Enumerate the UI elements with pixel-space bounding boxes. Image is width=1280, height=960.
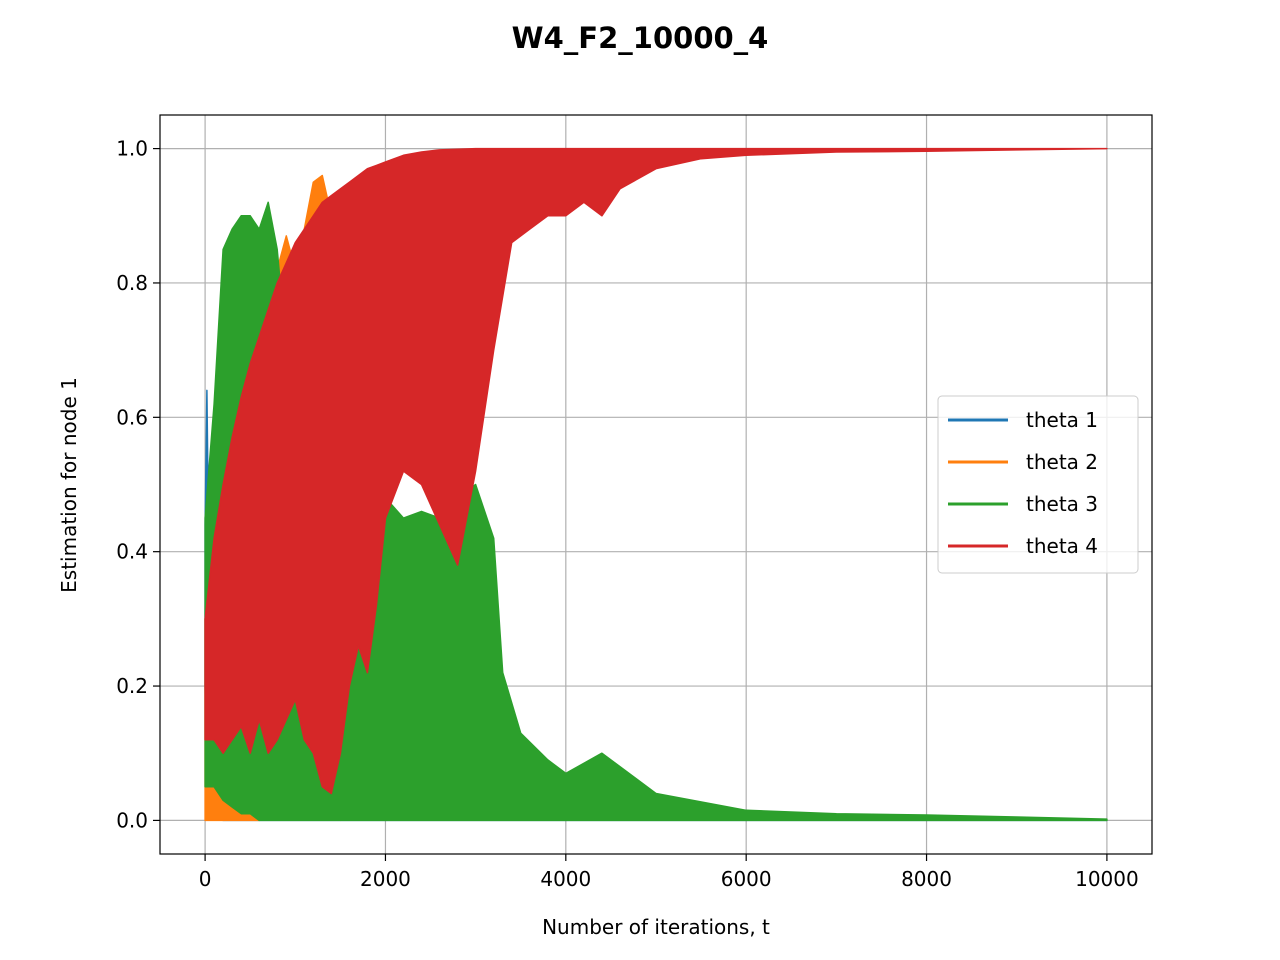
legend-label-4: theta 4 [1026, 534, 1098, 558]
y-tick-label: 0.0 [116, 808, 148, 832]
x-tick-label: 10000 [1075, 867, 1139, 891]
x-axis-label: Number of iterations, t [542, 915, 770, 939]
x-axis: 0 2000 4000 6000 8000 10000 [199, 854, 1139, 891]
x-tick-label: 4000 [540, 867, 591, 891]
legend-frame [937, 395, 1139, 574]
y-tick-label: 0.8 [116, 271, 148, 295]
legend-label-3: theta 3 [1026, 492, 1098, 516]
legend: theta 1 theta 2 theta 3 theta 4 [937, 395, 1139, 574]
x-tick-label: 2000 [360, 867, 411, 891]
legend-label-2: theta 2 [1026, 450, 1098, 474]
y-tick-label: 0.4 [116, 540, 148, 564]
y-axis-label: Estimation for node 1 [57, 377, 81, 593]
y-tick-label: 0.2 [116, 674, 148, 698]
legend-label-1: theta 1 [1026, 408, 1098, 432]
x-tick-label: 6000 [721, 867, 772, 891]
chart-title: W4_F2_10000_4 [512, 21, 769, 55]
series-4-band [204, 147, 1108, 795]
series-layer [204, 147, 1108, 822]
y-tick-label: 1.0 [116, 137, 148, 161]
x-tick-label: 8000 [901, 867, 952, 891]
plot-frame [159, 114, 1153, 855]
y-axis: 0.0 0.2 0.4 0.6 0.8 1.0 [116, 137, 160, 832]
x-tick-label: 0 [199, 867, 212, 891]
y-tick-label: 0.6 [116, 405, 148, 429]
